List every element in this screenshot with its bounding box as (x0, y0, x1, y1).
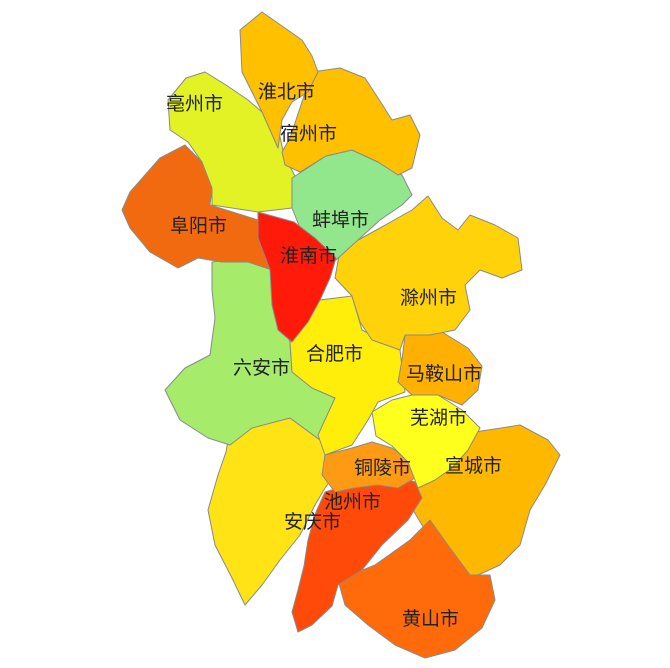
region-suzhou[interactable]: 宿州市 (281, 67, 421, 176)
region-huaibei[interactable]: 淮北市 (239, 11, 319, 149)
region-maanshan[interactable]: 马鞍山市 (397, 331, 483, 406)
region-tongling[interactable]: 铜陵市 (321, 441, 416, 493)
region-huangshan[interactable]: 黄山市 (337, 519, 496, 659)
region-chuzhou[interactable]: 滁州市 (334, 195, 523, 351)
region-huainan[interactable]: 淮南市 (257, 211, 337, 343)
